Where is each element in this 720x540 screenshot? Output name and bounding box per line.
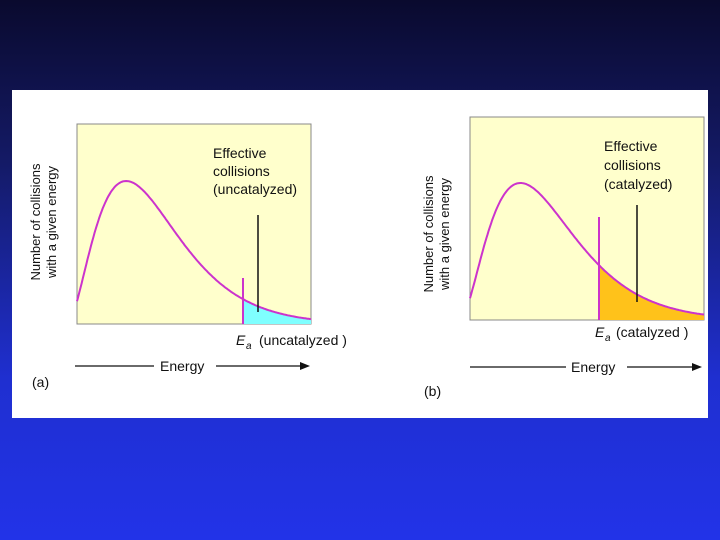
panel-b-ea-label: (catalyzed ) bbox=[616, 324, 688, 340]
panel-b-energy-arrowhead bbox=[692, 363, 702, 371]
panel-a-letter: (a) bbox=[32, 374, 49, 390]
panel-b-letter: (b) bbox=[424, 383, 441, 399]
panel-b-y-label-line2: with a given energy bbox=[437, 177, 452, 291]
panel-a-energy-arrowhead bbox=[300, 362, 310, 370]
panel-a-plot-area bbox=[76, 123, 312, 325]
panel-a-annotation-line3: (uncatalyzed) bbox=[213, 181, 297, 197]
panel-a-x-label: Energy bbox=[160, 358, 204, 374]
panel-a-effective-collisions-area bbox=[243, 299, 311, 324]
panel-b: Effective collisions (catalyzed) Number … bbox=[421, 116, 705, 399]
panel-a-annotation-line1: Effective bbox=[213, 145, 267, 161]
panel-b-y-label-line1: Number of collisions bbox=[421, 175, 436, 293]
panel-b-ea-symbol: E bbox=[595, 324, 605, 340]
panel-a-ea-symbol: E bbox=[236, 332, 246, 348]
panel-b-annotation-line2: collisions bbox=[604, 157, 661, 173]
panel-b-plot-area bbox=[469, 116, 705, 321]
panel-a-ea-label: (uncatalyzed ) bbox=[259, 332, 347, 348]
panel-b-annotation-line3: (catalyzed) bbox=[604, 176, 672, 192]
panel-a-ea-subscript: a bbox=[246, 341, 252, 352]
panel-b-annotation-line1: Effective bbox=[604, 138, 658, 154]
panel-a-y-label-line2: with a given energy bbox=[44, 165, 59, 279]
panel-a-annotation-line2: collisions bbox=[213, 163, 270, 179]
panel-b-x-label: Energy bbox=[571, 359, 615, 375]
panel-a-distribution-curve bbox=[76, 179, 312, 321]
panel-b-distribution-curve bbox=[469, 182, 705, 316]
panel-a: Effective collisions (uncatalyzed) Numbe… bbox=[28, 123, 347, 390]
panel-b-effective-collisions-area bbox=[599, 266, 704, 320]
panel-b-ea-subscript: a bbox=[605, 333, 611, 344]
panel-a-y-label-line1: Number of collisions bbox=[28, 163, 43, 281]
